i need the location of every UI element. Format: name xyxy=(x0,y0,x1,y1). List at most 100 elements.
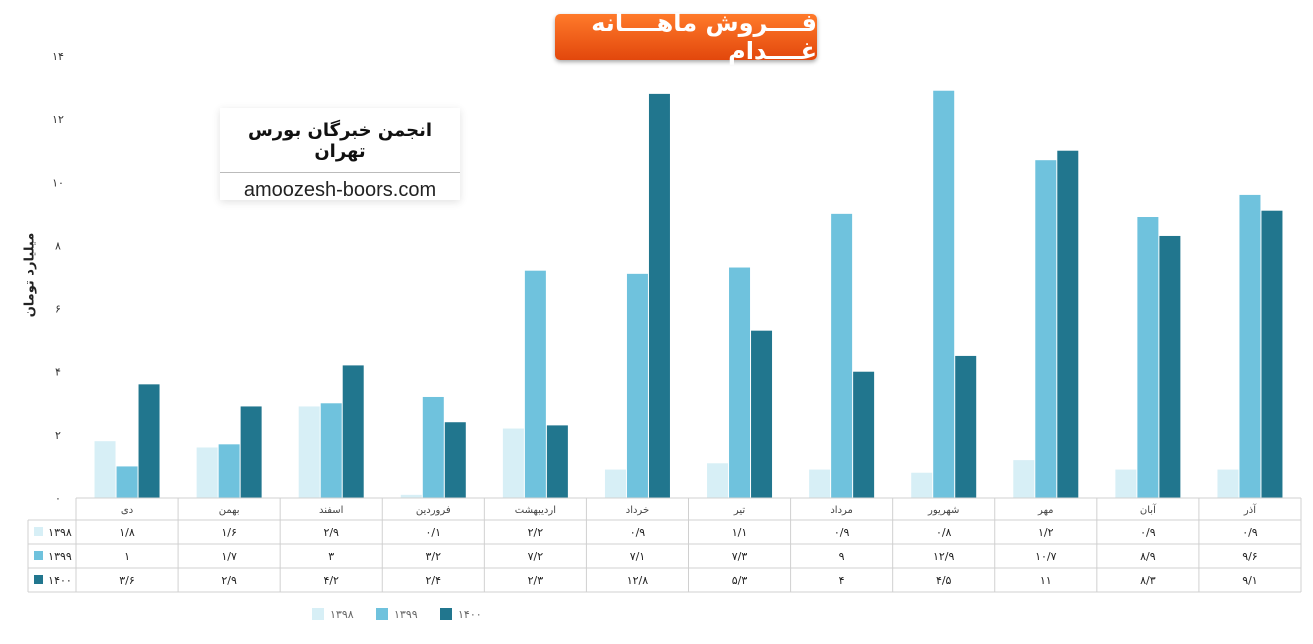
data-label: ۰/۱ xyxy=(426,526,442,539)
legend-swatch-1 xyxy=(376,608,388,620)
y-tick-label: ۴ xyxy=(55,366,61,379)
x-tick-label: فروردین xyxy=(416,505,451,516)
bar-2 xyxy=(546,425,568,498)
data-label: ۲/۴ xyxy=(426,574,442,587)
data-label: ۰/۹ xyxy=(630,526,646,539)
bar-1 xyxy=(1239,194,1261,498)
data-label: ۰/۹ xyxy=(1242,526,1258,539)
bar-0 xyxy=(94,441,116,498)
x-tick-label: مهر xyxy=(1037,505,1053,516)
data-label: ۳/۲ xyxy=(426,550,442,563)
bar-1 xyxy=(1035,160,1057,498)
x-tick-label: شهریور xyxy=(927,505,959,516)
data-label: ۲/۹ xyxy=(323,526,339,539)
y-tick-label: ۸ xyxy=(55,239,61,252)
bar-0 xyxy=(1013,460,1035,498)
bar-1 xyxy=(626,273,648,498)
bar-0 xyxy=(911,472,933,498)
x-tick-label: اسفند xyxy=(319,505,343,516)
bar-2 xyxy=(240,406,262,498)
data-label: ۲/۹ xyxy=(221,574,237,587)
watermark-divider xyxy=(220,172,460,173)
bar-2 xyxy=(853,371,875,498)
watermark-url: amoozesh-boors.com xyxy=(243,179,437,201)
data-label: ۰/۸ xyxy=(936,526,952,539)
table-legend-swatch-0 xyxy=(34,527,43,536)
bar-2 xyxy=(138,384,160,498)
bar-1 xyxy=(116,466,138,498)
y-tick-label: ۱۴ xyxy=(52,50,64,63)
legend-label: ۱۳۹۹ xyxy=(394,608,418,621)
table-series-name: ۱۳۹۸ xyxy=(48,526,72,539)
bar-2 xyxy=(955,355,977,498)
bar-2 xyxy=(751,330,773,498)
bar-1 xyxy=(933,90,955,498)
bar-1 xyxy=(729,267,751,498)
data-label: ۳/۶ xyxy=(119,574,135,587)
x-tick-label: آبان xyxy=(1140,503,1157,516)
data-label: ۱۱ xyxy=(1040,574,1052,587)
table-legend-swatch-2 xyxy=(34,575,43,584)
data-label: ۴ xyxy=(839,574,845,587)
bar-1 xyxy=(831,213,853,498)
x-tick-label: آذر xyxy=(1243,503,1257,516)
table-legend-swatch-1 xyxy=(34,551,43,560)
bar-0 xyxy=(604,469,626,498)
bar-0 xyxy=(707,463,729,498)
data-label: ۳ xyxy=(328,550,334,563)
data-label: ۱/۷ xyxy=(221,550,237,563)
data-label: ۰/۹ xyxy=(1140,526,1156,539)
legend-label: ۱۳۹۸ xyxy=(330,608,354,621)
bar-0 xyxy=(298,406,320,498)
data-label: ۷/۱ xyxy=(630,550,646,563)
bar-1 xyxy=(218,444,240,498)
data-label: ۵/۳ xyxy=(732,574,748,587)
legend-swatch-0 xyxy=(312,608,324,620)
legend-swatch-2 xyxy=(440,608,452,620)
bar-2 xyxy=(648,93,670,498)
x-tick-label: مرداد xyxy=(830,505,853,516)
data-label: ۱۲/۸ xyxy=(627,574,649,587)
data-label: ۷/۳ xyxy=(732,550,748,563)
bar-2 xyxy=(444,422,466,498)
data-label: ۸/۹ xyxy=(1140,550,1156,563)
bar-2 xyxy=(1159,235,1181,498)
x-tick-label: خرداد xyxy=(626,505,649,516)
y-axis-label: میلیارد تومان xyxy=(22,232,38,318)
y-tick-label: ۶ xyxy=(55,303,61,316)
data-label: ۱۰/۷ xyxy=(1035,550,1057,563)
legend-label: ۱۴۰۰ xyxy=(458,608,482,621)
chart-title: فــــروش ماهــــانه غــــدام xyxy=(555,9,817,65)
x-tick-label: تیر xyxy=(733,505,746,516)
data-label: ۸/۳ xyxy=(1140,574,1156,587)
data-label: ۱/۸ xyxy=(119,526,135,539)
watermark-title: انجمن خبرگان بورس تهران xyxy=(247,120,433,162)
bar-0 xyxy=(196,447,218,498)
bar-1 xyxy=(1137,217,1159,498)
x-tick-label: اردیبهشت xyxy=(515,505,556,516)
watermark: انجمن خبرگان بورس تهران amoozesh-boors.c… xyxy=(220,108,460,201)
data-label: ۹/۶ xyxy=(1242,550,1258,563)
table-series-name: ۱۳۹۹ xyxy=(48,550,72,563)
bar-0 xyxy=(1115,469,1137,498)
table-series-name: ۱۴۰۰ xyxy=(48,574,72,587)
y-tick-label: ۱۰ xyxy=(52,176,64,189)
y-tick-label: ۱۲ xyxy=(52,113,64,126)
bar-0 xyxy=(400,494,422,498)
data-label: ۲/۳ xyxy=(528,574,544,587)
data-label: ۱ xyxy=(124,550,130,563)
bar-1 xyxy=(422,396,444,498)
data-label: ۹ xyxy=(839,550,845,563)
y-tick-label: ۰ xyxy=(55,492,61,505)
data-label: ۱/۶ xyxy=(221,526,237,539)
bar-1 xyxy=(524,270,546,498)
bar-0 xyxy=(809,469,831,498)
bar-2 xyxy=(342,365,364,498)
bar-1 xyxy=(320,403,342,498)
bar-0 xyxy=(1217,469,1239,498)
data-label: ۲/۲ xyxy=(528,526,544,539)
data-label: ۱۲/۹ xyxy=(933,550,955,563)
data-label: ۱/۱ xyxy=(732,526,748,539)
bar-2 xyxy=(1057,150,1079,498)
